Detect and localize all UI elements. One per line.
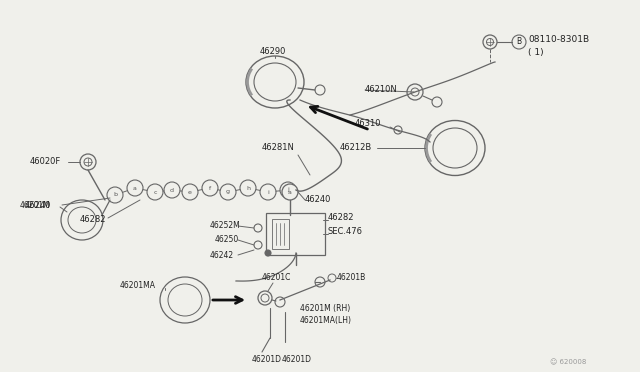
Text: 46281N: 46281N: [262, 144, 295, 153]
Text: 46020F: 46020F: [30, 157, 61, 167]
Text: a: a: [133, 186, 137, 190]
Text: 46212B: 46212B: [340, 144, 372, 153]
Text: a: a: [288, 189, 292, 195]
Text: c: c: [153, 189, 157, 195]
Text: 46252M: 46252M: [210, 221, 241, 231]
Circle shape: [258, 291, 272, 305]
Text: 46282: 46282: [328, 214, 355, 222]
Circle shape: [260, 184, 276, 200]
Text: 46310: 46310: [355, 119, 381, 128]
Text: 46201MA(LH): 46201MA(LH): [300, 315, 352, 324]
Circle shape: [328, 274, 336, 282]
Text: j: j: [287, 187, 289, 192]
Circle shape: [394, 126, 402, 134]
Text: g: g: [226, 189, 230, 195]
Circle shape: [164, 182, 180, 198]
Circle shape: [315, 277, 325, 287]
Text: 46282: 46282: [80, 215, 106, 224]
Text: 46201C: 46201C: [262, 273, 291, 282]
Ellipse shape: [61, 200, 103, 240]
Circle shape: [407, 84, 423, 100]
Circle shape: [254, 224, 262, 232]
Circle shape: [315, 85, 325, 95]
Circle shape: [202, 180, 218, 196]
Circle shape: [147, 184, 163, 200]
Ellipse shape: [246, 56, 304, 108]
Circle shape: [280, 182, 296, 198]
Circle shape: [254, 241, 262, 249]
Circle shape: [282, 184, 298, 200]
Circle shape: [220, 184, 236, 200]
FancyBboxPatch shape: [266, 213, 325, 255]
Text: ☺ 620008: ☺ 620008: [550, 359, 586, 365]
Text: b: b: [113, 192, 117, 198]
Text: d: d: [170, 187, 174, 192]
Ellipse shape: [160, 277, 210, 323]
Text: 08110-8301B: 08110-8301B: [528, 35, 589, 45]
Text: 46201D: 46201D: [282, 356, 312, 365]
Text: i: i: [267, 189, 269, 195]
Ellipse shape: [425, 121, 485, 176]
Circle shape: [107, 187, 123, 203]
Circle shape: [265, 250, 271, 256]
Text: 46201D: 46201D: [252, 356, 282, 365]
Text: 46242: 46242: [210, 250, 234, 260]
Text: 46240: 46240: [25, 201, 51, 209]
Text: 46201M: 46201M: [20, 201, 51, 209]
Text: 46201MA: 46201MA: [120, 280, 156, 289]
Text: 46290: 46290: [260, 48, 286, 57]
Circle shape: [275, 297, 285, 307]
Circle shape: [240, 180, 256, 196]
Text: f: f: [209, 186, 211, 190]
Text: 46201M (RH): 46201M (RH): [300, 304, 350, 312]
Text: ( 1): ( 1): [528, 48, 543, 57]
Text: 46240: 46240: [305, 196, 332, 205]
Text: 46201B: 46201B: [337, 273, 366, 282]
Circle shape: [512, 35, 526, 49]
Circle shape: [182, 184, 198, 200]
Text: h: h: [246, 186, 250, 190]
Circle shape: [432, 97, 442, 107]
Text: e: e: [188, 189, 192, 195]
Circle shape: [127, 180, 143, 196]
Text: B: B: [516, 38, 522, 46]
Circle shape: [80, 154, 96, 170]
Text: SEC.476: SEC.476: [328, 228, 363, 237]
Text: 46210N: 46210N: [365, 86, 397, 94]
Text: 46250: 46250: [215, 235, 239, 244]
Circle shape: [483, 35, 497, 49]
